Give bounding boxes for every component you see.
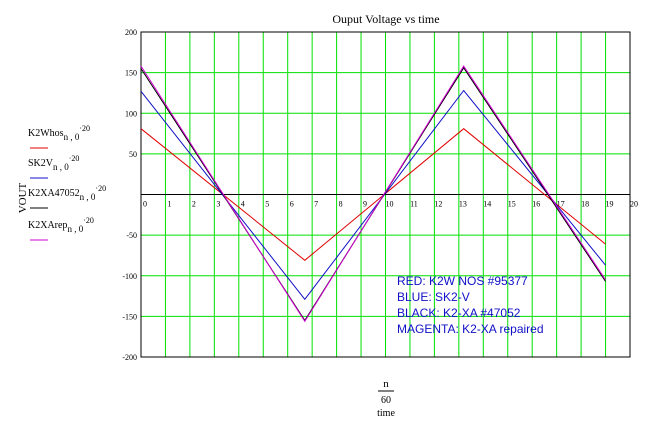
y-tick-labels: 200 150 100 50 -50 -100 -150 -200 — [122, 28, 137, 362]
legend-label: K2Whosn , 0·20 — [28, 124, 90, 142]
x-tick-label: 16 — [532, 200, 540, 209]
legend-label: K2XArepn , 0·20 — [28, 216, 94, 234]
x-tick-label: 8 — [339, 200, 343, 209]
x-tick-label: 17 — [557, 200, 565, 209]
y-tick-label: 100 — [125, 109, 137, 118]
y-tick-label: -100 — [122, 272, 137, 281]
x-tick-label: 4 — [241, 200, 245, 209]
annotation-line: MAGENTA: K2-XA repaired — [397, 322, 544, 336]
x-axis-label-numerator: n — [383, 378, 389, 390]
y-axis-label: VOUT — [17, 182, 29, 213]
x-tick-label: 1 — [167, 200, 171, 209]
x-tick-label: 2 — [192, 200, 196, 209]
x-tick-label: 19 — [606, 200, 614, 209]
x-axis-label-name: time — [377, 408, 395, 419]
x-tick-label: 14 — [483, 200, 491, 209]
x-tick-label: 18 — [581, 200, 589, 209]
annotation-line: BLUE: SK2-V — [397, 290, 470, 304]
x-tick-label: 10 — [386, 200, 394, 209]
y-tick-label: -200 — [122, 353, 137, 362]
x-axis-label-denominator: 60 — [381, 395, 391, 406]
y-tick-label: -150 — [122, 312, 137, 321]
x-tick-label: 7 — [314, 200, 318, 209]
legend-label: SK2Vn , 0·20 — [28, 154, 79, 172]
x-tick-label: 20 — [630, 200, 638, 209]
annotation-line: RED: K2W NOS #95377 — [397, 274, 528, 288]
series-lines — [140, 65, 606, 323]
x-tick-label: 0 — [143, 200, 147, 209]
x-tick-label: 12 — [434, 200, 442, 209]
x-tick-labels: 0 1 2 3 4 5 6 7 8 9 10 11 12 13 14 15 16 17 18 19 20 — [143, 200, 638, 209]
y-tick-label: 150 — [125, 69, 137, 78]
legend-entry-3: K2XA47052n , 0·20 — [28, 184, 106, 209]
series-line-4 — [140, 65, 606, 323]
y-tick-label: 50 — [129, 150, 137, 159]
x-tick-label: 13 — [459, 200, 467, 209]
x-axis-label: n 60 time — [377, 378, 395, 419]
chart-title: Ouput Voltage vs time — [332, 12, 439, 26]
annotation-line: BLACK: K2-XA #47052 — [397, 306, 521, 320]
x-tick-label: 15 — [508, 200, 516, 209]
y-tick-label: -50 — [126, 231, 137, 240]
legend-entry-2: SK2Vn , 0·20 — [28, 154, 79, 179]
legend-entry-4: K2XArepn , 0·20 — [28, 216, 94, 241]
x-tick-label: 3 — [216, 200, 220, 209]
x-tick-label: 6 — [290, 200, 294, 209]
legend-entry-1: K2Whosn , 0·20 — [28, 124, 90, 149]
x-tick-label: 5 — [265, 200, 269, 209]
x-tick-label: 11 — [410, 200, 418, 209]
y-tick-label: 200 — [125, 28, 137, 37]
x-tick-label: 9 — [363, 200, 367, 209]
annotations: RED: K2W NOS #95377 BLUE: SK2-V BLACK: K2-… — [397, 274, 544, 336]
legend-label: K2XA47052n , 0·20 — [28, 184, 106, 202]
legend: K2Whosn , 0·20 SK2Vn , 0·20 K2XA47052n , 0… — [28, 124, 106, 241]
